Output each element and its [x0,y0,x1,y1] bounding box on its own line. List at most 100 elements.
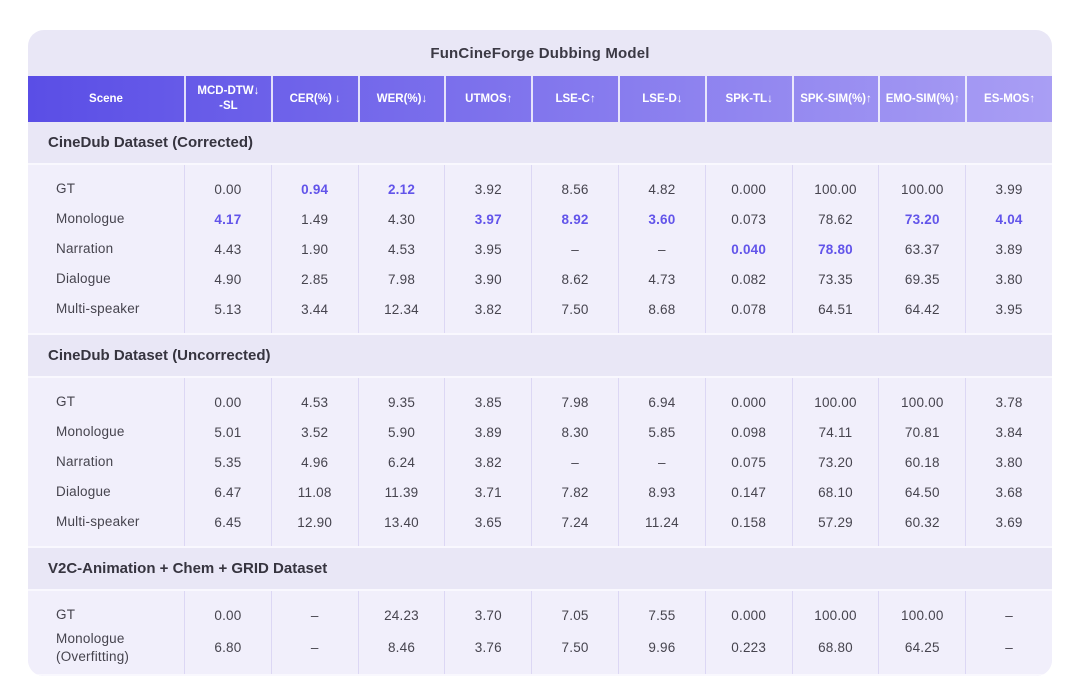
spacer [791,591,879,600]
cell: 0.94 [270,174,358,204]
cell: 0.075 [704,447,792,477]
spacer [965,665,1052,675]
column-header-spk-tl: SPK-TL↓ [704,76,792,122]
spacer [444,165,531,174]
section-v2c-chem-grid: V2C-Animation + Chem + GRID Dataset GT 0.… [28,548,1052,677]
spacer [704,591,792,600]
cell: 0.158 [704,507,792,537]
column-header-lse-c: LSE-C↑ [531,76,618,122]
cell: 8.93 [618,477,705,507]
spacer [28,591,184,600]
cell: 0.223 [704,630,792,666]
column-header-es-mos: ES-MOS↑ [965,76,1052,122]
cell: 0.000 [704,600,792,630]
spacer [28,378,184,387]
cell: 8.56 [531,174,618,204]
cell: 60.32 [878,507,965,537]
cell: 3.52 [270,417,358,447]
cell: 0.082 [704,264,792,294]
cell: 5.90 [357,417,445,447]
spacer [791,665,879,675]
section-title: CineDub Dataset (Uncorrected) [48,347,271,364]
cell: 69.35 [878,264,965,294]
cell: 3.60 [618,204,705,234]
cell: 3.95 [965,294,1052,324]
cell: 100.00 [791,174,879,204]
spacer [184,378,271,387]
cell: 4.30 [357,204,445,234]
cell: 0.00 [184,600,271,630]
spacer [704,324,792,333]
cell: 4.53 [357,234,445,264]
column-header-scene: Scene [89,92,123,105]
cell: 100.00 [878,600,965,630]
cell: 11.08 [270,477,358,507]
cell: 6.80 [184,630,271,666]
cell: 57.29 [791,507,879,537]
cell: 2.12 [357,174,445,204]
spacer [444,591,531,600]
spacer [618,665,705,675]
row-label: GT [56,607,76,623]
row-label: GT [56,394,76,410]
cell: 8.92 [531,204,618,234]
cell: 7.55 [618,600,705,630]
spacer [791,378,879,387]
cell: 68.10 [791,477,879,507]
cell: 24.23 [357,600,445,630]
cell: 0.040 [704,234,792,264]
spacer [965,537,1052,546]
cell: 3.89 [965,234,1052,264]
spacer [357,165,445,174]
cell: 3.80 [965,264,1052,294]
spacer [878,165,965,174]
cell: 4.43 [184,234,271,264]
spacer [357,665,445,675]
spacer [184,537,271,546]
cell: – [618,447,705,477]
cell: 12.90 [270,507,358,537]
column-header-row: Scene MCD-DTW↓ -SL CER(%) ↓ WER(%)↓ UTMO… [28,76,1052,122]
spacer [270,591,358,600]
cell: 4.82 [618,174,705,204]
cell: 7.82 [531,477,618,507]
cell: 6.45 [184,507,271,537]
spacer [444,324,531,333]
spacer [184,591,271,600]
cell: 3.85 [444,387,531,417]
spacer [704,537,792,546]
cell: 64.51 [791,294,879,324]
spacer [531,324,618,333]
cell: 5.13 [184,294,271,324]
spacer [357,378,445,387]
spacer [270,324,358,333]
spacer [184,324,271,333]
spacer [618,378,705,387]
cell: – [531,447,618,477]
row-label: Monologue [56,211,125,227]
cell: 7.50 [531,630,618,666]
cell: 0.098 [704,417,792,447]
cell: 3.97 [444,204,531,234]
cell: 100.00 [791,387,879,417]
column-header-lse-d: LSE-D↓ [618,76,705,122]
cell: 74.11 [791,417,879,447]
spacer [791,537,879,546]
cell: 4.73 [618,264,705,294]
spacer [878,537,965,546]
cell: 73.35 [791,264,879,294]
spacer [965,324,1052,333]
cell: 4.90 [184,264,271,294]
column-header-cer: CER(%) ↓ [270,76,358,122]
spacer [357,537,445,546]
spacer [28,324,184,333]
cell: 11.24 [618,507,705,537]
cell: 3.82 [444,294,531,324]
cell: 3.89 [444,417,531,447]
cell: 3.90 [444,264,531,294]
spacer [270,665,358,675]
cell: 78.80 [791,234,879,264]
results-table-card: FunCineForge Dubbing Model Scene MCD-DTW… [28,30,1052,677]
row-label: Narration [56,241,114,257]
spacer [878,324,965,333]
